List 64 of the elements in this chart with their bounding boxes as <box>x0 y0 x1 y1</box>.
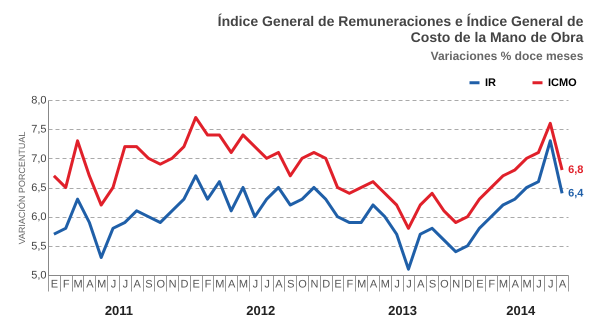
data-label: 6,8 <box>568 164 584 176</box>
y-axis-title: VARIACIÓN PORCENTUAL <box>17 132 28 244</box>
y-tick-label: 5,5 <box>31 240 46 252</box>
x-tick-label: J <box>406 278 412 290</box>
x-tick-label: O <box>156 278 166 290</box>
x-tick-label: D <box>322 278 330 290</box>
text: 2014 <box>506 303 536 318</box>
x-tick-label: A <box>512 278 520 290</box>
y-tick-label: 6,5 <box>31 182 46 194</box>
x-tick-label: S <box>428 278 436 290</box>
x-tick-label: F <box>488 278 496 290</box>
x-tick-label: A <box>86 278 94 290</box>
x-tick-label: F <box>62 278 70 290</box>
x-tick-label: F <box>204 278 212 290</box>
line-series <box>52 139 564 271</box>
x-tick-label: J <box>110 278 116 290</box>
y-tick-label: 6,0 <box>31 211 46 224</box>
x-tick-label: J <box>252 278 258 290</box>
x-tick-label: F <box>346 278 354 290</box>
x-tick-label: N <box>168 278 177 290</box>
data-label: 6,4 <box>568 187 584 200</box>
chart-title: Índice General de Remuneraciones e Índice General de Costo de la Mano de Obra <box>218 13 584 45</box>
legend-label: IR <box>485 76 496 89</box>
x-tick-label: O <box>298 278 308 290</box>
line-series <box>52 116 564 230</box>
x-tick-label: J <box>122 278 128 290</box>
x-tick-label: D <box>464 278 472 290</box>
x-tick-label: D <box>180 278 188 290</box>
text: 2012 <box>246 303 276 318</box>
x-tick-label: J <box>536 278 542 290</box>
x-tick-label: O <box>440 278 450 290</box>
x-tick-label: M <box>97 278 106 290</box>
chart-subtitle: Variaciones % doce meses <box>430 49 584 63</box>
y-tick-label: 8,0 <box>31 94 46 106</box>
x-tick-label: E <box>476 278 484 290</box>
x-tick-label: E <box>50 278 58 290</box>
x-tick-label: J <box>264 278 270 290</box>
y-tick-label: 7,0 <box>31 152 46 165</box>
x-tick-label: E <box>192 278 200 290</box>
x-tick-label: M <box>238 278 248 290</box>
x-tick-label: A <box>275 278 284 290</box>
x-tick-label: A <box>417 278 426 290</box>
x-tick-label: E <box>334 278 342 290</box>
x-tick-label: N <box>452 278 460 290</box>
x-tick-label: A <box>228 278 236 290</box>
x-tick-label: M <box>380 278 390 290</box>
x-tick-label: J <box>548 278 554 290</box>
y-tick-label: 7,5 <box>31 124 46 136</box>
x-tick-label: M <box>73 278 83 290</box>
legend-label: ICMO <box>548 76 578 89</box>
x-tick-label: M <box>522 278 532 290</box>
text: 2011 <box>104 303 134 318</box>
x-tick-label: J <box>394 278 400 290</box>
x-tick-label: A <box>558 278 567 290</box>
x-tick-label: N <box>310 278 318 290</box>
x-tick-label: S <box>145 278 153 290</box>
x-tick-label: A <box>133 278 142 290</box>
x-tick-label: A <box>370 278 378 290</box>
x-tick-label: M <box>498 278 508 290</box>
x-tick-label: S <box>287 278 294 290</box>
text: 2013 <box>388 303 418 318</box>
x-tick-label: M <box>357 278 366 290</box>
x-tick-label: M <box>215 278 224 290</box>
y-tick-label: 5,0 <box>31 270 46 282</box>
